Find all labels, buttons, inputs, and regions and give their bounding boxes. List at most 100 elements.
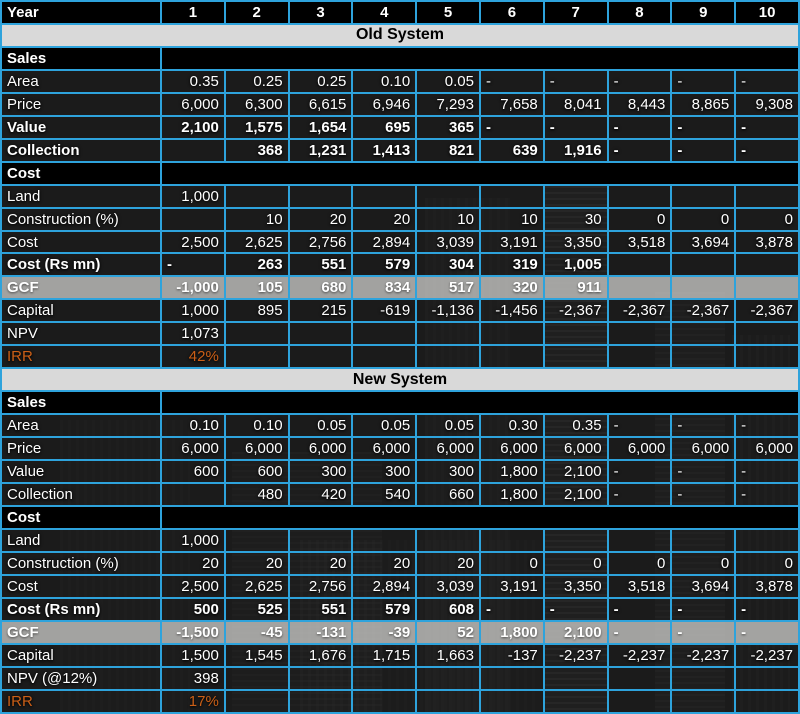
row-label[interactable]: Value bbox=[0, 114, 162, 140]
value-cell[interactable]: 300 bbox=[351, 459, 418, 485]
year-header-cell[interactable]: 6 bbox=[478, 0, 545, 25]
value-cell[interactable]: 398 bbox=[160, 665, 226, 691]
value-cell[interactable]: - bbox=[734, 619, 800, 645]
value-cell[interactable]: 2,756 bbox=[287, 573, 354, 599]
value-cell[interactable]: 10 bbox=[478, 206, 545, 232]
value-cell[interactable]: 1,575 bbox=[223, 114, 290, 140]
value-cell[interactable] bbox=[606, 688, 673, 714]
value-cell[interactable] bbox=[351, 665, 418, 691]
value-cell[interactable] bbox=[670, 321, 737, 347]
value-cell[interactable]: 20 bbox=[287, 550, 354, 576]
value-cell[interactable] bbox=[287, 183, 354, 209]
value-cell[interactable]: 0.25 bbox=[223, 68, 290, 94]
value-cell[interactable]: 680 bbox=[287, 275, 354, 301]
value-cell[interactable] bbox=[478, 688, 545, 714]
value-cell[interactable]: 2,894 bbox=[351, 573, 418, 599]
value-cell[interactable] bbox=[734, 183, 800, 209]
value-cell[interactable]: 0.25 bbox=[287, 68, 354, 94]
year-header-cell[interactable]: 8 bbox=[606, 0, 673, 25]
value-cell[interactable]: -1,456 bbox=[478, 298, 545, 324]
section-header-fill[interactable] bbox=[160, 160, 800, 186]
value-cell[interactable]: 540 bbox=[351, 482, 418, 507]
value-cell[interactable]: 3,694 bbox=[670, 229, 737, 255]
value-cell[interactable]: 2,756 bbox=[287, 229, 354, 255]
value-cell[interactable]: 639 bbox=[478, 137, 545, 163]
value-cell[interactable]: 20 bbox=[351, 206, 418, 232]
value-cell[interactable]: -1,500 bbox=[160, 619, 226, 645]
row-label[interactable]: Area bbox=[0, 413, 162, 439]
value-cell[interactable]: 6,000 bbox=[287, 436, 354, 462]
value-cell[interactable]: 0 bbox=[734, 206, 800, 232]
value-cell[interactable]: - bbox=[606, 68, 673, 94]
value-cell[interactable] bbox=[415, 183, 481, 209]
value-cell[interactable]: - bbox=[734, 68, 800, 94]
value-cell[interactable] bbox=[415, 344, 481, 370]
value-cell[interactable]: 10 bbox=[415, 206, 481, 232]
value-cell[interactable] bbox=[351, 344, 418, 370]
value-cell[interactable]: - bbox=[670, 482, 737, 507]
value-cell[interactable]: 6,000 bbox=[606, 436, 673, 462]
row-label[interactable]: NPV bbox=[0, 321, 162, 347]
value-cell[interactable]: 480 bbox=[223, 482, 290, 507]
value-cell[interactable]: 6,000 bbox=[160, 91, 226, 117]
value-cell[interactable]: - bbox=[542, 596, 609, 622]
value-cell[interactable]: 300 bbox=[287, 459, 354, 485]
value-cell[interactable]: 3,878 bbox=[734, 573, 800, 599]
value-cell[interactable]: 6,300 bbox=[223, 91, 290, 117]
year-header-cell[interactable]: 1 bbox=[160, 0, 226, 25]
value-cell[interactable]: 8,041 bbox=[542, 91, 609, 117]
row-label[interactable]: Land bbox=[0, 527, 162, 553]
value-cell[interactable] bbox=[351, 688, 418, 714]
value-cell[interactable]: 320 bbox=[478, 275, 545, 301]
value-cell[interactable]: 6,000 bbox=[415, 436, 481, 462]
value-cell[interactable]: 6,946 bbox=[351, 91, 418, 117]
value-cell[interactable]: 600 bbox=[223, 459, 290, 485]
value-cell[interactable]: - bbox=[670, 596, 737, 622]
value-cell[interactable] bbox=[351, 321, 418, 347]
row-label[interactable]: GCF bbox=[0, 275, 162, 301]
value-cell[interactable]: - bbox=[606, 114, 673, 140]
value-cell[interactable]: 2,625 bbox=[223, 229, 290, 255]
value-cell[interactable]: - bbox=[734, 459, 800, 485]
value-cell[interactable] bbox=[223, 688, 290, 714]
value-cell[interactable]: - bbox=[670, 459, 737, 485]
value-cell[interactable]: 1,663 bbox=[415, 642, 481, 668]
value-cell[interactable]: -2,367 bbox=[542, 298, 609, 324]
value-cell[interactable]: - bbox=[606, 596, 673, 622]
value-cell[interactable]: - bbox=[734, 114, 800, 140]
value-cell[interactable]: 2,500 bbox=[160, 573, 226, 599]
section-header-label[interactable]: Cost bbox=[0, 504, 162, 530]
value-cell[interactable] bbox=[287, 527, 354, 553]
value-cell[interactable]: -1,136 bbox=[415, 298, 481, 324]
value-cell[interactable]: 517 bbox=[415, 275, 481, 301]
value-cell[interactable]: 304 bbox=[415, 252, 481, 278]
value-cell[interactable]: 821 bbox=[415, 137, 481, 163]
value-cell[interactable]: 6,000 bbox=[670, 436, 737, 462]
value-cell[interactable]: - bbox=[606, 413, 673, 439]
value-cell[interactable]: -2,367 bbox=[734, 298, 800, 324]
value-cell[interactable]: -1,000 bbox=[160, 275, 226, 301]
row-label[interactable]: GCF bbox=[0, 619, 162, 645]
value-cell[interactable] bbox=[670, 275, 737, 301]
value-cell[interactable]: 52 bbox=[415, 619, 481, 645]
value-cell[interactable]: 1,000 bbox=[160, 527, 226, 553]
value-cell[interactable] bbox=[351, 527, 418, 553]
year-header-cell[interactable]: 2 bbox=[223, 0, 290, 25]
row-label[interactable]: Collection bbox=[0, 137, 162, 163]
value-cell[interactable]: 6,000 bbox=[478, 436, 545, 462]
value-cell[interactable]: -2,367 bbox=[606, 298, 673, 324]
value-cell[interactable]: 263 bbox=[223, 252, 290, 278]
value-cell[interactable]: - bbox=[670, 114, 737, 140]
value-cell[interactable]: 3,039 bbox=[415, 229, 481, 255]
value-cell[interactable]: 3,518 bbox=[606, 573, 673, 599]
value-cell[interactable]: -619 bbox=[351, 298, 418, 324]
value-cell[interactable]: 42% bbox=[160, 344, 226, 370]
value-cell[interactable] bbox=[734, 344, 800, 370]
value-cell[interactable]: 2,894 bbox=[351, 229, 418, 255]
row-label[interactable]: Value bbox=[0, 459, 162, 485]
section-header-label[interactable]: Sales bbox=[0, 390, 162, 416]
system-banner[interactable]: Old System bbox=[0, 22, 800, 48]
value-cell[interactable]: - bbox=[734, 137, 800, 163]
value-cell[interactable]: -137 bbox=[478, 642, 545, 668]
value-cell[interactable] bbox=[606, 183, 673, 209]
